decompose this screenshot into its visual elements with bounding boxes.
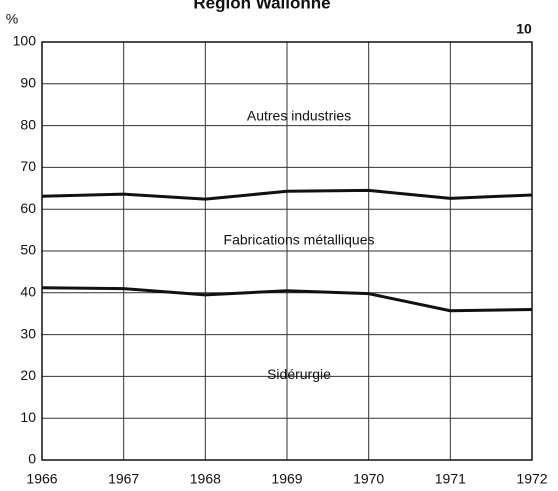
y-tick-label: 40 [20,284,36,300]
x-tick-label: 1967 [108,471,139,487]
y-tick-label: 10 [20,409,36,425]
y-tick-label: 80 [20,116,36,132]
area-label: Autres industries [247,107,351,123]
y-axis-label: % [6,11,18,27]
x-tick-label: 1969 [271,471,302,487]
area-label: Sidérurgie [267,366,331,382]
x-tick-label: 1970 [353,471,384,487]
y-tick-label: 100 [13,33,37,49]
y-tick-label: 30 [20,325,36,341]
y-tick-label: 70 [20,158,36,174]
area-label: Fabrications métalliques [224,232,375,248]
x-tick-label: 1971 [435,471,466,487]
x-tick-label: 1968 [190,471,221,487]
y-tick-label: 90 [20,75,36,91]
y-tick-label: 20 [20,367,36,383]
plot-frame [41,41,533,461]
figure-number: 10 [516,21,532,37]
y-tick-label: 0 [28,451,36,467]
series-line [41,188,533,201]
x-tick-label: 1966 [26,471,57,487]
series-line [41,286,533,313]
y-tick-label: 60 [20,200,36,216]
chart-title: Région Wallonne [193,0,330,12]
x-tick-label: 1972 [516,471,547,487]
y-tick-label: 50 [20,242,36,258]
